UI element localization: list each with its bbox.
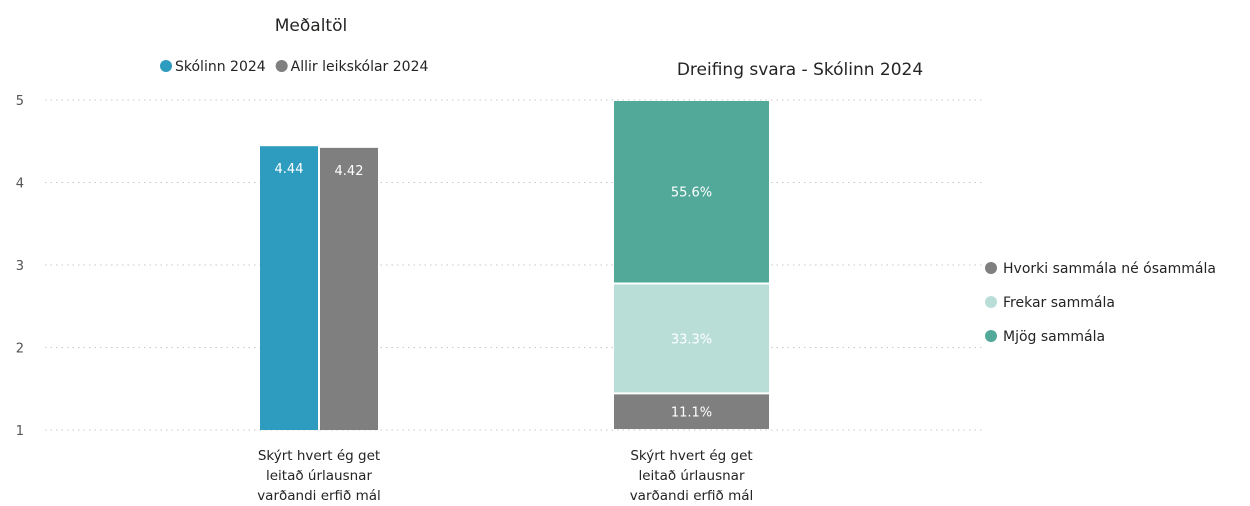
category-label: Skýrt hvert ég get xyxy=(258,448,380,464)
data-label: 4.42 xyxy=(335,164,364,179)
stacked-segment xyxy=(614,284,769,393)
stacked-segment xyxy=(614,101,769,283)
legend-label: Frekar sammála xyxy=(1003,295,1115,311)
legend-marker xyxy=(160,60,172,72)
category-label: varðandi erfið mál xyxy=(630,488,754,504)
y-tick-label: 4 xyxy=(16,177,24,192)
chart-title: Meðaltöl xyxy=(275,16,347,36)
category-label: Skýrt hvert ég get xyxy=(630,448,752,464)
y-tick-label: 2 xyxy=(16,342,24,357)
bar xyxy=(260,146,318,430)
y-tick-label: 5 xyxy=(16,94,24,109)
legend-label: Mjög sammála xyxy=(1003,329,1105,345)
segment-label: 55.6% xyxy=(671,186,712,201)
y-tick-label: 1 xyxy=(16,424,24,439)
legend-marker xyxy=(275,60,288,72)
segment-label: 33.3% xyxy=(671,332,712,347)
data-label: 4.44 xyxy=(275,162,304,177)
legend-label: Hvorki sammála né ósammála xyxy=(1003,261,1216,277)
y-tick-label: 3 xyxy=(16,259,24,274)
legend-marker xyxy=(985,330,997,342)
category-label: leitað úrlausnar xyxy=(638,468,744,484)
legend-marker xyxy=(985,296,997,308)
category-label: leitað úrlausnar xyxy=(266,468,372,484)
chart-title: Dreifing svara - Skólinn 2024 xyxy=(677,60,923,80)
legend-label: Allir leikskólar 2024 xyxy=(291,59,429,75)
category-label: varðandi erfið mál xyxy=(257,488,381,504)
segment-label: 11.1% xyxy=(671,406,712,421)
stacked-segment xyxy=(614,394,769,429)
legend-label: Skólinn 2024 xyxy=(175,59,266,75)
bar xyxy=(320,147,378,430)
legend-marker xyxy=(985,262,997,274)
